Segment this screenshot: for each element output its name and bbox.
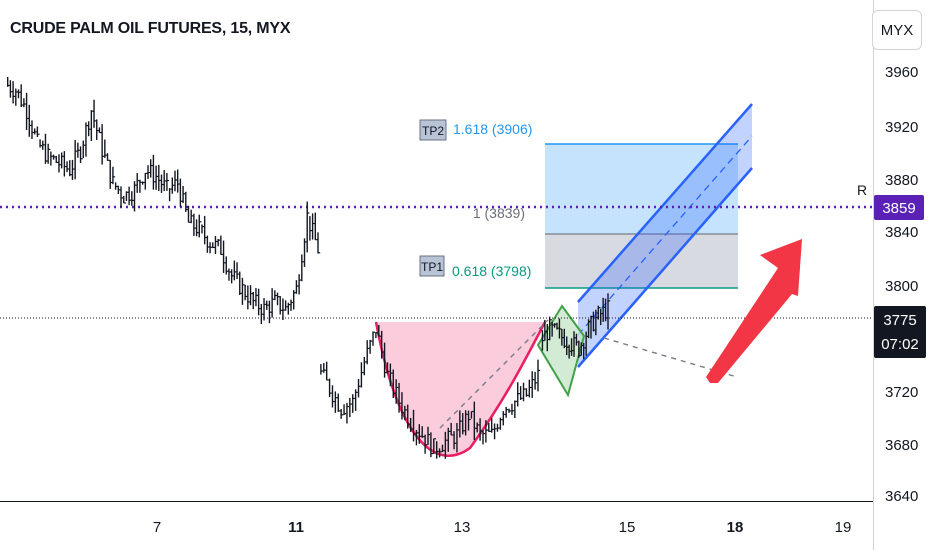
- price-tick-3920: 3920: [885, 119, 918, 136]
- time-tick-13: 13: [454, 519, 471, 536]
- time-tick-18: 18: [727, 519, 744, 536]
- cup-outline: [374, 321, 547, 457]
- tp1-level-text: 0.618 (3798): [452, 263, 531, 279]
- flag-pattern: [536, 304, 586, 398]
- tp2-tag: TP2: [422, 124, 444, 138]
- price-tick-3640: 3640: [885, 488, 918, 505]
- price-tick-3880: 3880: [885, 172, 918, 189]
- projection-line-down: [603, 337, 738, 378]
- time-axis[interactable]: 7 11 13 15 18 19: [153, 519, 852, 536]
- fib-zone-lower: [545, 234, 738, 288]
- last-price: 3775: [883, 312, 916, 329]
- price-tick-3720: 3720: [885, 384, 918, 401]
- candles: [6, 76, 611, 459]
- channel-line-upper: [577, 103, 753, 303]
- cup-pattern: [376, 322, 545, 456]
- time-tick-15: 15: [619, 519, 636, 536]
- price-tick-3680: 3680: [885, 437, 918, 454]
- currency-button[interactable]: MYX: [872, 10, 922, 50]
- channel-line-mid: [577, 135, 753, 336]
- price-axis[interactable]: 3960 3920 3880 3840 3800 3720 3680 3640: [885, 64, 918, 505]
- fib-level-1-text: 1 (3839): [473, 205, 525, 221]
- time-tick-11: 11: [288, 519, 304, 536]
- tp1-tag-box: [419, 255, 445, 277]
- tp2-level-text: 1.618 (3906): [453, 121, 532, 137]
- last-price-badge: [874, 306, 926, 358]
- price-tick-3960: 3960: [885, 64, 918, 81]
- time-tick-7: 7: [153, 519, 161, 536]
- resistance-price: 3859: [882, 200, 915, 217]
- up-arrow: [706, 239, 802, 383]
- channel-line-lower: [577, 167, 753, 368]
- time-tick-19: 19: [835, 519, 852, 536]
- price-tick-3840: 3840: [885, 224, 918, 241]
- tp1-tag: TP1: [421, 260, 443, 274]
- price-tick-3800: 3800: [885, 278, 918, 295]
- chart-title: CRUDE PALM OIL FUTURES, 15, MYX: [10, 20, 291, 37]
- resistance-label: R: [857, 182, 867, 198]
- bar-countdown: 07:02: [881, 336, 919, 353]
- tp2-tag-box: [419, 119, 447, 141]
- resistance-price-badge: [874, 195, 924, 220]
